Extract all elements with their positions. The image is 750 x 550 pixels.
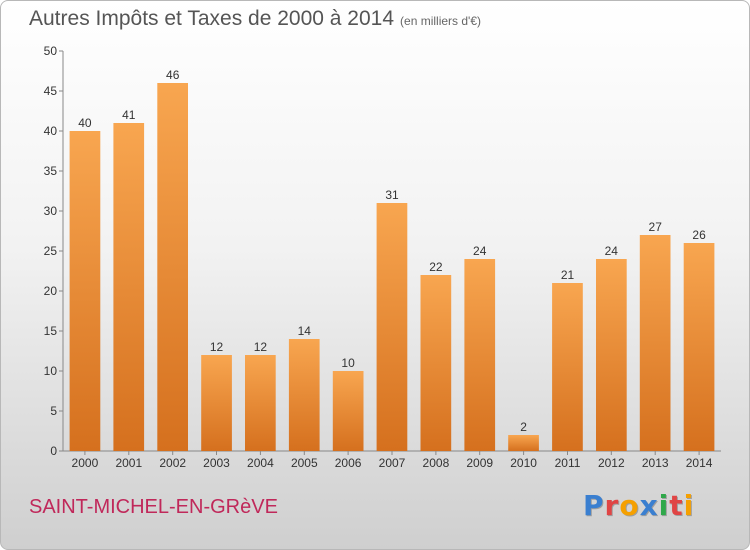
y-tick-label: 0 bbox=[50, 444, 57, 458]
x-tick-label-2006: 2006 bbox=[335, 456, 362, 470]
logo-letter: x bbox=[639, 489, 659, 522]
logo-letter: i bbox=[658, 489, 670, 522]
y-tick-label: 40 bbox=[44, 124, 58, 138]
value-label-2011: 21 bbox=[561, 268, 575, 282]
value-label-2004: 12 bbox=[254, 340, 268, 354]
chart-title: Autres Impôts et Taxes de 2000 à 2014 (en… bbox=[29, 7, 481, 31]
y-tick-label: 35 bbox=[44, 164, 58, 178]
y-tick-label: 30 bbox=[44, 204, 58, 218]
logo-letter: t bbox=[669, 489, 684, 522]
x-tick-label-2011: 2011 bbox=[555, 456, 581, 470]
bar-2012 bbox=[596, 259, 627, 451]
bar-2002 bbox=[157, 83, 188, 451]
x-tick-label-2001: 2001 bbox=[115, 456, 142, 470]
bar-2007 bbox=[376, 203, 408, 451]
value-label-2013: 27 bbox=[649, 220, 663, 234]
y-tick-label: 5 bbox=[50, 404, 57, 418]
logo-letter: o bbox=[619, 489, 640, 522]
x-tick-label-2005: 2005 bbox=[291, 456, 318, 470]
x-tick-label-2002: 2002 bbox=[159, 456, 186, 470]
x-tick-label-2009: 2009 bbox=[466, 456, 493, 470]
chart-title-text: Autres Impôts et Taxes de 2000 à 2014 bbox=[29, 7, 395, 30]
x-tick-label-2004: 2004 bbox=[247, 456, 274, 470]
bar-2010 bbox=[508, 435, 539, 451]
value-label-2006: 10 bbox=[341, 356, 355, 370]
value-label-2002: 46 bbox=[166, 68, 180, 82]
bar-2013 bbox=[639, 235, 671, 451]
value-label-2003: 12 bbox=[210, 340, 224, 354]
x-tick-label-2000: 2000 bbox=[72, 456, 99, 470]
x-tick-label-2003: 2003 bbox=[203, 456, 230, 470]
value-label-2012: 24 bbox=[605, 244, 619, 258]
bar-2003 bbox=[201, 355, 232, 451]
bar-2008 bbox=[420, 275, 452, 451]
x-tick-label-2012: 2012 bbox=[598, 456, 625, 470]
value-label-2001: 41 bbox=[122, 108, 136, 122]
x-tick-label-2013: 2013 bbox=[642, 456, 669, 470]
value-label-2007: 31 bbox=[385, 188, 399, 202]
value-label-2000: 40 bbox=[78, 116, 92, 130]
y-tick-label: 45 bbox=[44, 84, 58, 98]
y-tick-label: 10 bbox=[44, 364, 58, 378]
bar-2006 bbox=[332, 371, 364, 451]
x-tick-label-2010: 2010 bbox=[510, 456, 537, 470]
x-tick-label-2007: 2007 bbox=[379, 456, 406, 470]
value-label-2010: 2 bbox=[520, 420, 527, 434]
bar-2011 bbox=[552, 283, 583, 451]
value-label-2005: 14 bbox=[298, 324, 312, 338]
bar-2014 bbox=[683, 243, 715, 451]
y-tick-label: 20 bbox=[44, 284, 58, 298]
bar-2005 bbox=[288, 339, 320, 451]
y-tick-label: 25 bbox=[44, 244, 58, 258]
chart-bars: 40 41 46 12 12 14 10 31 22 24 2 21 24 27 26 bbox=[69, 68, 715, 451]
value-label-2014: 26 bbox=[692, 228, 706, 242]
commune-name: SAINT-MICHEL-EN-GRèVE bbox=[29, 496, 278, 518]
proxiti-logo: Proxiti bbox=[583, 489, 694, 522]
bar-2009 bbox=[464, 259, 496, 451]
logo-letter: r bbox=[604, 489, 620, 522]
y-tick-label: 50 bbox=[44, 44, 58, 58]
x-tick-label-2014: 2014 bbox=[686, 456, 713, 470]
logo-letter: i bbox=[683, 489, 695, 522]
value-label-2008: 22 bbox=[429, 260, 443, 274]
bar-2000 bbox=[69, 131, 101, 451]
bar-2004 bbox=[245, 355, 276, 451]
logo-letter: P bbox=[583, 489, 605, 522]
value-label-2009: 24 bbox=[473, 244, 487, 258]
bar-2001 bbox=[113, 123, 145, 451]
y-tick-label: 15 bbox=[44, 324, 58, 338]
chart-subtitle: (en milliers d'€) bbox=[400, 14, 482, 28]
x-tick-label-2008: 2008 bbox=[423, 456, 450, 470]
